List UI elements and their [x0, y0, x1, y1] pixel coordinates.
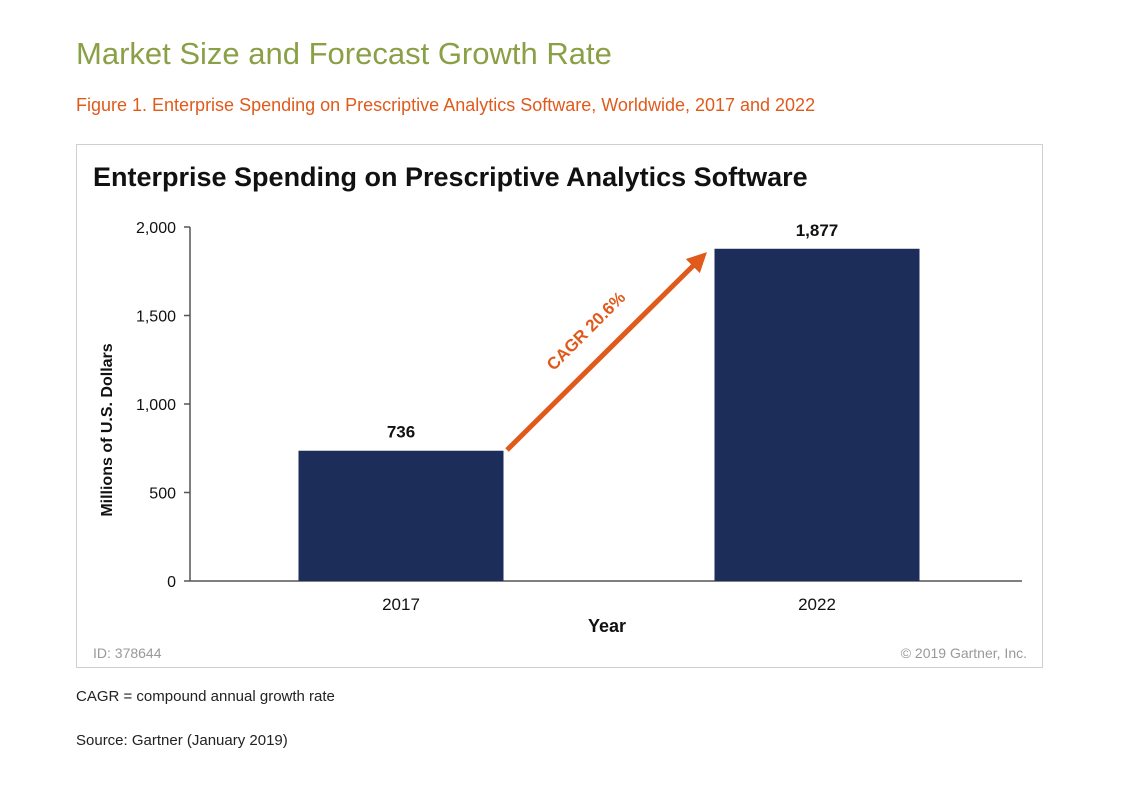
data-label-2022: 1,877 — [796, 221, 839, 240]
data-label-2017: 736 — [387, 423, 415, 442]
chart-frame: Enterprise Spending on Prescriptive Anal… — [76, 144, 1043, 668]
figure-caption: Figure 1. Enterprise Spending on Prescri… — [76, 95, 816, 115]
y-tick-label: 1,500 — [136, 309, 176, 326]
footnote-source: Source: Gartner (January 2019) — [76, 732, 288, 749]
y-tick-label: 0 — [167, 574, 176, 591]
category-labels: 2017 2022 — [382, 595, 836, 614]
chart-title: Enterprise Spending on Prescriptive Anal… — [93, 162, 808, 192]
y-axis: 0 500 1,000 1,500 2,000 — [136, 220, 191, 591]
y-tick-label: 1,000 — [136, 397, 176, 414]
y-tick-label: 2,000 — [136, 220, 176, 237]
bar-chart: Enterprise Spending on Prescriptive Anal… — [93, 162, 1027, 661]
page-title: Market Size and Forecast Growth Rate — [76, 36, 612, 71]
category-label-2022: 2022 — [798, 595, 836, 614]
chart-id: ID: 378644 — [93, 645, 162, 661]
chart-copyright: © 2019 Gartner, Inc. — [901, 645, 1027, 661]
cagr-annotation: CAGR 20.6% — [543, 288, 629, 374]
footnote-cagr: CAGR = compound annual growth rate — [76, 688, 335, 705]
bar-2022 — [714, 248, 920, 581]
x-axis-title: Year — [588, 616, 626, 636]
bar-2017 — [298, 450, 504, 581]
cagr-arrow — [505, 252, 707, 452]
category-label-2017: 2017 — [382, 595, 420, 614]
data-labels: 736 1,877 — [387, 221, 838, 442]
bars — [298, 248, 920, 581]
y-axis-title: Millions of U.S. Dollars — [99, 343, 116, 516]
y-tick-label: 500 — [149, 486, 176, 503]
